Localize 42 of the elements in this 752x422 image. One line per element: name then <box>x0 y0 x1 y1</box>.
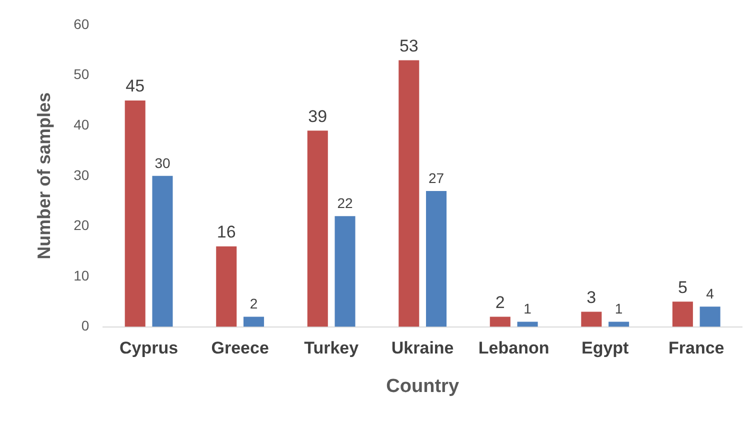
bar <box>216 246 237 327</box>
y-tick-label: 20 <box>74 217 90 234</box>
y-tick-label: 0 <box>81 318 90 334</box>
bar <box>700 306 720 327</box>
data-label: 3 <box>586 288 596 307</box>
x-tick-label: Greece <box>211 338 269 358</box>
data-label: 22 <box>337 195 354 211</box>
y-tick-label: 10 <box>74 267 90 284</box>
data-label: 1 <box>524 300 532 317</box>
data-label: 4 <box>706 286 714 302</box>
x-tick-label: Turkey <box>304 338 360 358</box>
bar <box>398 60 420 327</box>
x-tick-label: France <box>668 338 724 358</box>
y-tick-label: 50 <box>74 66 90 82</box>
bar <box>490 316 510 327</box>
data-label: 39 <box>308 106 328 126</box>
bar <box>426 190 447 327</box>
data-label: 30 <box>154 154 170 171</box>
data-label: 45 <box>126 76 145 96</box>
data-label: 27 <box>428 170 444 186</box>
y-tick-label: 60 <box>74 16 90 32</box>
bar <box>334 216 356 327</box>
data-label: 2 <box>250 296 258 312</box>
bar <box>124 100 146 327</box>
x-axis-title: Country <box>386 376 460 397</box>
x-tick-label: Lebanon <box>478 338 550 358</box>
data-label: 53 <box>399 36 418 56</box>
x-tick-label: Cyprus <box>120 338 178 358</box>
y-tick-label: 40 <box>74 116 90 132</box>
data-label: 16 <box>216 222 236 242</box>
data-label: 2 <box>495 292 505 312</box>
bar <box>581 312 602 327</box>
data-label: 1 <box>614 300 623 317</box>
bar <box>152 176 173 327</box>
y-tick-label: 30 <box>74 166 90 183</box>
x-tick-label: Egypt <box>581 338 630 358</box>
x-tick-label: Ukraine <box>391 338 454 358</box>
data-label: 5 <box>678 278 688 297</box>
bar <box>243 316 264 327</box>
bar <box>307 130 328 327</box>
y-axis-title: Number of samples <box>34 92 54 260</box>
bar <box>672 302 693 327</box>
